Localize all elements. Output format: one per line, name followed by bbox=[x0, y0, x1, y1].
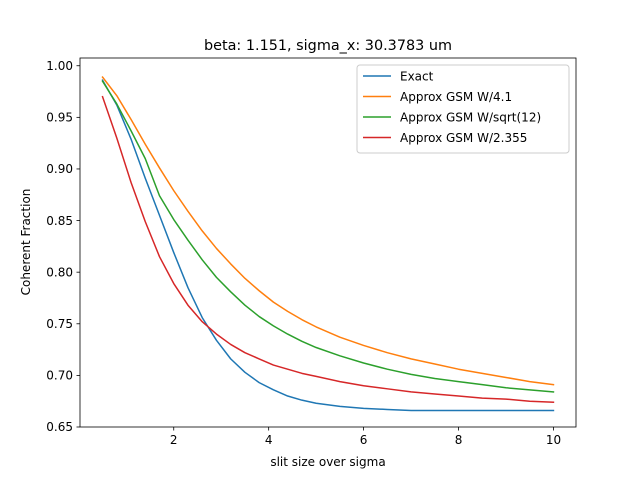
x-axis-label: slit size over sigma bbox=[270, 455, 385, 469]
legend-label-1: Approx GSM W/4.1 bbox=[400, 90, 512, 104]
y-tick-label: 0.95 bbox=[46, 111, 73, 125]
y-tick-label: 0.80 bbox=[46, 265, 73, 279]
legend-label-0: Exact bbox=[400, 69, 434, 83]
y-axis: 0.65 0.70 0.75 0.80 0.85 0.90 0.95 1.00 bbox=[46, 59, 80, 434]
series-lines bbox=[101, 76, 555, 412]
y-tick-label: 0.75 bbox=[46, 317, 73, 331]
x-tick-label: 4 bbox=[265, 433, 273, 447]
legend: Exact Approx GSM W/4.1 Approx GSM W/sqrt(1… bbox=[356, 64, 570, 154]
series-line-1 bbox=[101, 76, 555, 386]
plot-area bbox=[79, 57, 577, 428]
chart-title: beta: 1.151, sigma_x: 30.3783 um bbox=[204, 38, 452, 54]
series-line-3 bbox=[101, 95, 555, 404]
x-tick-label: 8 bbox=[455, 433, 463, 447]
y-tick-label: 0.90 bbox=[46, 162, 73, 176]
legend-label-2: Approx GSM W/sqrt(12) bbox=[400, 110, 541, 124]
y-tick-label: 1.00 bbox=[46, 59, 73, 73]
y-tick-label: 0.65 bbox=[46, 420, 73, 434]
y-tick-label: 0.70 bbox=[46, 369, 73, 383]
legend-label-3: Approx GSM W/2.355 bbox=[400, 131, 527, 145]
y-tick-label: 0.85 bbox=[46, 214, 73, 228]
legend-box bbox=[356, 64, 570, 154]
x-tick-label: 2 bbox=[170, 433, 178, 447]
series-line-0 bbox=[101, 79, 555, 412]
x-tick-label: 10 bbox=[546, 433, 561, 447]
x-axis: 2 4 6 8 10 bbox=[170, 427, 561, 447]
x-tick-label: 6 bbox=[360, 433, 368, 447]
y-axis-label: Coherent Fraction bbox=[19, 189, 33, 296]
plot-frame bbox=[79, 57, 577, 428]
series-line-2 bbox=[101, 80, 555, 393]
